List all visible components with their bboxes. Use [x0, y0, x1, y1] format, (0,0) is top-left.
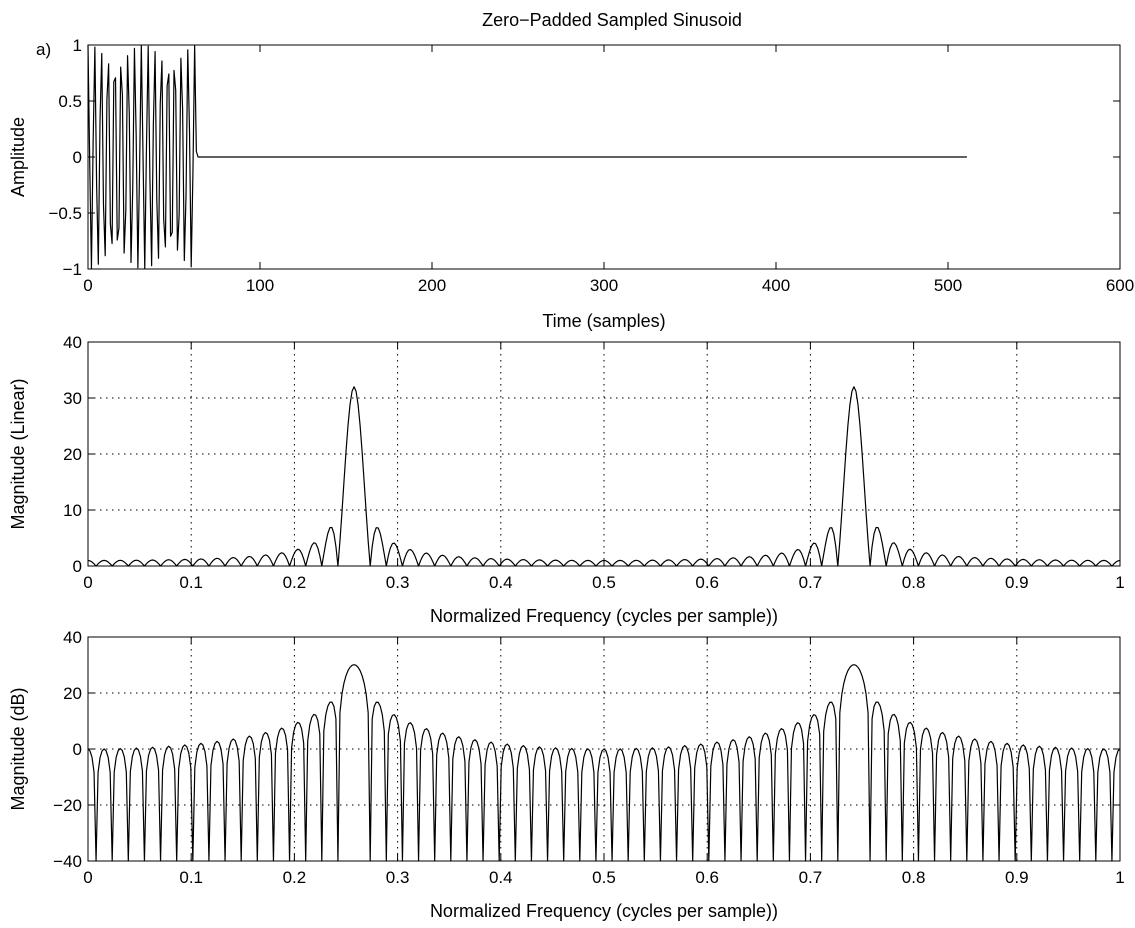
y-tick-label: 30 — [63, 389, 82, 408]
y-tick-label: 1 — [73, 36, 82, 55]
y-tick-label: −1 — [63, 260, 82, 279]
x-tick-label: 400 — [762, 276, 790, 295]
y-tick-label: 0 — [73, 148, 82, 167]
x-tick-label: 0.2 — [283, 573, 307, 592]
x-axis-label: Normalized Frequency (cycles per sample)… — [430, 606, 778, 626]
panel-tag: a) — [36, 40, 51, 59]
time-domain-plot: 0 100 200 300 400 500 600 −1 −0.5 0 0.5 1 Time (samp… — [8, 36, 1134, 331]
x-tick-label: 0.9 — [1005, 573, 1029, 592]
x-tick-label: 0 — [83, 868, 92, 887]
y-tick-label: 20 — [63, 684, 82, 703]
y-tick-label: 0 — [73, 740, 82, 759]
y-tick-label: 10 — [63, 501, 82, 520]
x-tick-label: 0.6 — [695, 573, 719, 592]
x-tick-label: 0.9 — [1005, 868, 1029, 887]
x-tick-label: 1 — [1115, 573, 1124, 592]
x-tick-label: 0.5 — [592, 573, 616, 592]
x-tick-label: 0 — [83, 573, 92, 592]
y-tick-label: −40 — [53, 852, 82, 871]
y-tick-label: 0 — [73, 557, 82, 576]
x-tick-label: 0.1 — [179, 573, 203, 592]
y-axis-label: Magnitude (Linear) — [8, 378, 28, 529]
signal-trace — [87, 44, 967, 270]
db-spectrum-trace — [87, 664, 1121, 862]
y-tick-label: 20 — [63, 445, 82, 464]
x-tick-label: 0.3 — [386, 868, 410, 887]
x-tick-label: 0.8 — [902, 573, 926, 592]
x-tick-label: 0.4 — [489, 573, 513, 592]
x-tick-label: 0.4 — [489, 868, 513, 887]
x-tick-label: 600 — [1106, 276, 1134, 295]
x-tick-label: 1 — [1115, 868, 1124, 887]
linear-magnitude-plot: 0 0.1 0.2 0.3 0.4 0.5 0.6 0.7 0.8 0.9 1010203040No… — [8, 333, 1125, 626]
x-tick-label: 0.1 — [179, 868, 203, 887]
x-tick-label: 0.3 — [386, 573, 410, 592]
y-axis-label: Amplitude — [8, 117, 28, 197]
y-axis-label: Magnitude (dB) — [8, 687, 28, 810]
y-tick-label: 0.5 — [58, 92, 82, 111]
x-tick-label: 0.8 — [902, 868, 926, 887]
x-axis-label: Normalized Frequency (cycles per sample)… — [430, 901, 778, 921]
x-tick-label: 0.5 — [592, 868, 616, 887]
x-tick-label: 500 — [934, 276, 962, 295]
x-tick-label: 0.2 — [283, 868, 307, 887]
x-tick-label: 200 — [418, 276, 446, 295]
x-tick-label: 100 — [246, 276, 274, 295]
linear-spectrum-trace — [87, 386, 1121, 567]
figure-title: Zero−Padded Sampled Sinusoid — [482, 10, 742, 30]
db-magnitude-plot: 0 0.1 0.2 0.3 0.4 0.5 0.6 0.7 0.8 0.9 1 −40 −20 0 20 40… — [8, 628, 1125, 921]
x-tick-label: 0.7 — [799, 573, 823, 592]
y-tick-label: −20 — [53, 796, 82, 815]
x-tick-label: 0.7 — [799, 868, 823, 887]
x-tick-label: 0.6 — [695, 868, 719, 887]
x-axis-label: Time (samples) — [542, 311, 665, 331]
x-tick-label: 300 — [590, 276, 618, 295]
y-tick-label: 40 — [63, 333, 82, 352]
x-tick-label: 0 — [83, 276, 92, 295]
y-tick-label: 40 — [63, 628, 82, 647]
y-tick-label: −0.5 — [48, 204, 82, 223]
